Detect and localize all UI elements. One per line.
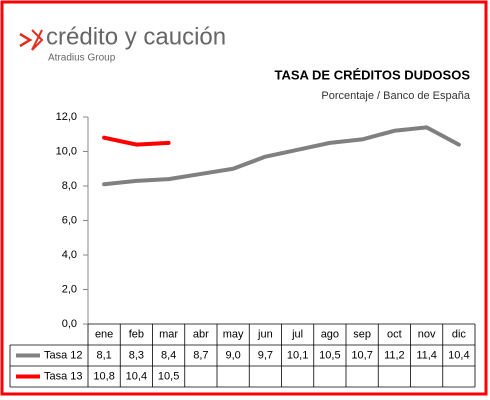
logo-icon bbox=[19, 29, 44, 51]
data-label: 9,0 bbox=[225, 349, 240, 361]
x-tick-label: jun bbox=[257, 328, 273, 340]
y-tick-label: 12,0 bbox=[56, 111, 77, 123]
data-label: 10,1 bbox=[287, 349, 308, 361]
x-tick-label: ago bbox=[321, 328, 339, 340]
x-tick-label: abr bbox=[193, 328, 209, 340]
x-tick-label: oct bbox=[387, 328, 402, 340]
x-tick-label: dic bbox=[452, 328, 467, 340]
x-tick-label: feb bbox=[129, 328, 144, 340]
x-tick-label: sep bbox=[353, 328, 371, 340]
brand: crédito y caución bbox=[46, 23, 226, 50]
data-label: 10,4 bbox=[448, 349, 469, 361]
y-tick-label: 2,0 bbox=[62, 283, 77, 295]
chart-title: TASA DE CRÉDITOS DUDOSOS bbox=[274, 67, 470, 82]
x-tick-label: ene bbox=[95, 328, 113, 340]
legend-label: Tasa 12 bbox=[44, 349, 83, 361]
x-tick-label: may bbox=[223, 328, 244, 340]
data-label: 8,3 bbox=[129, 349, 144, 361]
data-label: 10,7 bbox=[351, 349, 372, 361]
data-label: 10,8 bbox=[93, 370, 114, 382]
y-tick-label: 10,0 bbox=[56, 145, 77, 157]
series-line bbox=[102, 125, 461, 187]
y-tick-label: 6,0 bbox=[62, 214, 77, 226]
legend-label: Tasa 13 bbox=[44, 370, 83, 382]
x-tick-label: mar bbox=[159, 328, 178, 340]
data-label: 9,7 bbox=[258, 349, 273, 361]
data-label: 8,4 bbox=[161, 349, 176, 361]
chart-subtitle: Porcentaje / Banco de España bbox=[321, 90, 470, 102]
data-label: 8,7 bbox=[193, 349, 208, 361]
y-tick-label: 4,0 bbox=[62, 249, 77, 261]
data-label: 8,1 bbox=[96, 349, 111, 361]
data-label: 11,2 bbox=[384, 349, 405, 361]
data-label: 10,5 bbox=[319, 349, 340, 361]
data-label: 11,4 bbox=[416, 349, 437, 361]
data-label: 10,5 bbox=[158, 370, 179, 382]
x-tick-label: jul bbox=[291, 328, 303, 340]
y-tick-label: 8,0 bbox=[62, 180, 77, 192]
series-line bbox=[102, 135, 171, 147]
x-tick-label: nov bbox=[418, 328, 436, 340]
y-tick-label: 0,0 bbox=[62, 318, 77, 330]
data-label: 10,4 bbox=[126, 370, 147, 382]
brand-group: Atradius Group bbox=[48, 53, 116, 64]
